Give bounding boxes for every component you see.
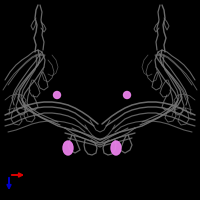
Ellipse shape — [54, 92, 60, 98]
Ellipse shape — [111, 141, 121, 155]
Ellipse shape — [124, 92, 130, 98]
Ellipse shape — [63, 141, 73, 155]
